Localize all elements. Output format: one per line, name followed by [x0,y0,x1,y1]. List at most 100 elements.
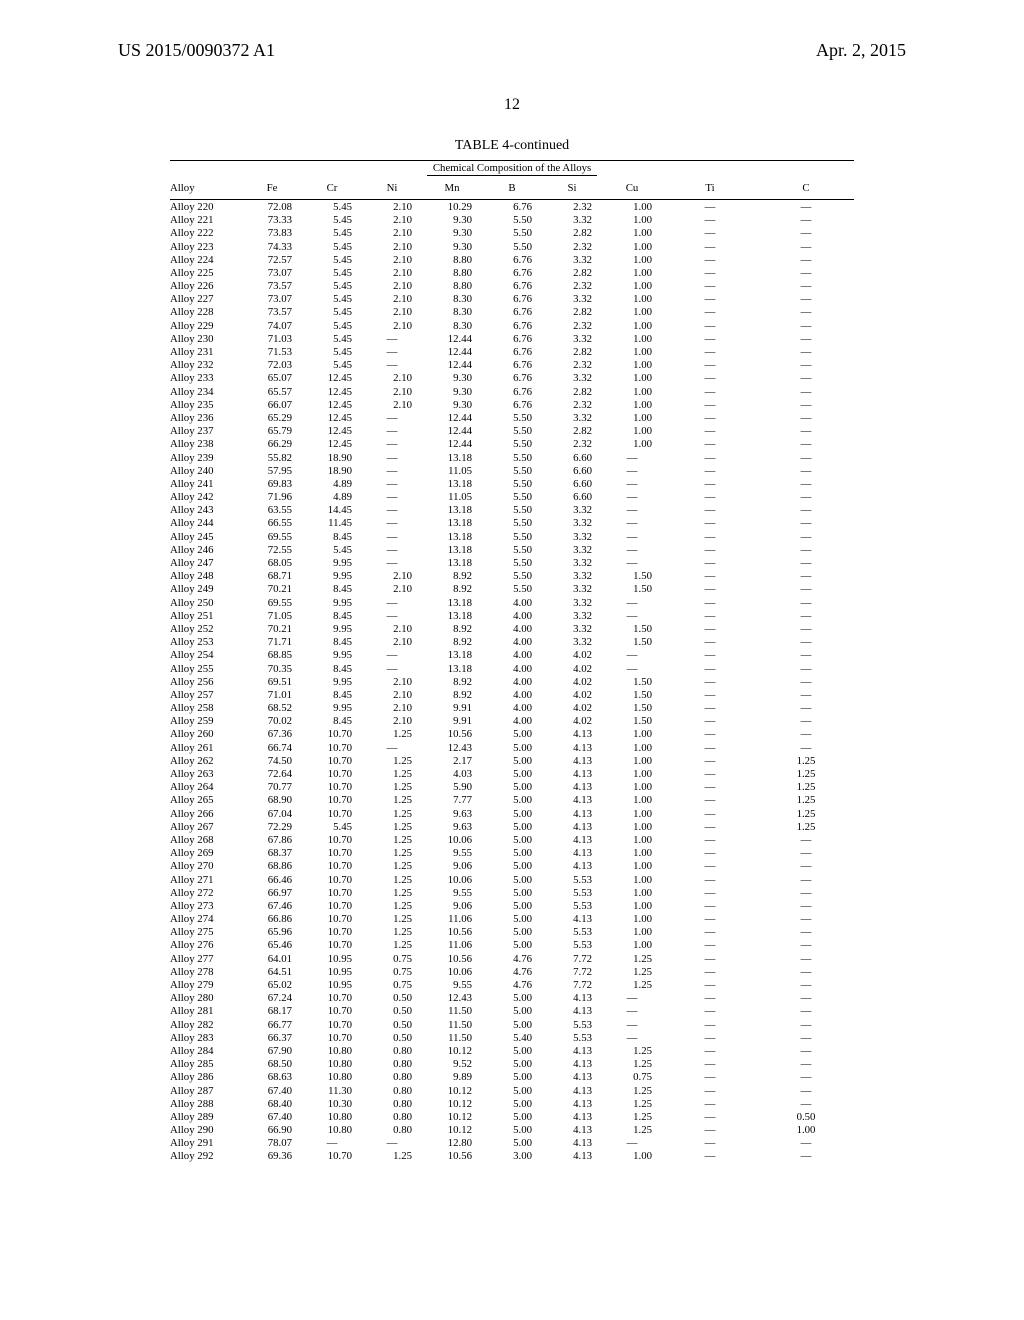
table-cell: 5.00 [482,886,542,899]
table-cell: — [758,280,854,293]
table-cell: 65.29 [242,411,302,424]
table-cell: 1.25 [602,1097,662,1110]
table-cell: 8.45 [302,609,362,622]
table-row: Alloy 28467.9010.800.8010.125.004.131.25… [170,1044,854,1057]
table-cell: — [602,649,662,662]
table-cell: 10.80 [302,1110,362,1123]
table-row: Alloy 28967.4010.800.8010.125.004.131.25… [170,1110,854,1123]
table-cell: 64.01 [242,952,302,965]
table-row: Alloy 23665.2912.45—12.445.503.321.00—— [170,411,854,424]
table-cell: 64.51 [242,965,302,978]
table-cell: 3.32 [542,411,602,424]
table-cell: 5.00 [482,1084,542,1097]
table-cell: Alloy 280 [170,992,242,1005]
table-cell: 5.00 [482,1124,542,1137]
table-cell: 65.02 [242,978,302,991]
table-cell: — [758,702,854,715]
table-cell: 2.10 [362,280,422,293]
table-cell: 1.00 [758,1124,854,1137]
table-cell: 5.50 [482,583,542,596]
table-cell: — [662,596,758,609]
table-cell: 6.76 [482,253,542,266]
table-cell: 66.86 [242,913,302,926]
table-cell: — [662,886,758,899]
table-cell: 5.00 [482,1110,542,1123]
table-cell: 10.80 [302,1058,362,1071]
table-row: Alloy 28067.2410.700.5012.435.004.13——— [170,992,854,1005]
table-cell: 71.96 [242,491,302,504]
table-cell: 68.50 [242,1058,302,1071]
table-cell: — [362,359,422,372]
table-cell: 5.50 [482,451,542,464]
table-cell: 10.70 [302,1150,362,1163]
table-cell: 6.76 [482,280,542,293]
table-cell: 2.32 [542,319,602,332]
table-cell: 10.70 [302,767,362,780]
table-cell: — [662,741,758,754]
table-cell: 10.06 [422,965,482,978]
table-cell: 4.00 [482,622,542,635]
table-cell: 0.80 [362,1084,422,1097]
table-cell: 3.32 [542,530,602,543]
table-cell: 5.00 [482,926,542,939]
table-cell: — [362,1137,422,1150]
table-cell: 66.77 [242,1018,302,1031]
table-cell: 68.85 [242,649,302,662]
table-cell: 10.56 [422,728,482,741]
table-cell: 2.82 [542,385,602,398]
table-cell: 8.80 [422,253,482,266]
table-cell: 5.00 [482,939,542,952]
table-cell: 13.18 [422,530,482,543]
table-cell: — [362,477,422,490]
table-cell: 10.70 [302,754,362,767]
table-cell: 2.82 [542,266,602,279]
table-cell: — [662,200,758,213]
table-cell: — [662,1137,758,1150]
table-cell: 6.76 [482,200,542,213]
table-cell: 10.70 [302,886,362,899]
table-row: Alloy 22773.075.452.108.306.763.321.00—— [170,293,854,306]
table-cell: 5.53 [542,1018,602,1031]
table-cell: — [758,1044,854,1057]
table-row: Alloy 24271.964.89—11.055.506.60——— [170,491,854,504]
table-cell: 2.10 [362,306,422,319]
table-cell: 11.50 [422,1018,482,1031]
table-cell: 10.12 [422,1110,482,1123]
table-cell: 0.50 [362,1031,422,1044]
table-cell: — [602,1018,662,1031]
table-cell: — [662,978,758,991]
table-cell: 5.45 [302,280,362,293]
table-cell: Alloy 250 [170,596,242,609]
table-cell: 13.18 [422,543,482,556]
table-row: Alloy 23566.0712.452.109.306.762.321.00—… [170,398,854,411]
table-cell: — [758,1137,854,1150]
table-row: Alloy 28266.7710.700.5011.505.005.53——— [170,1018,854,1031]
table-row: Alloy 24768.059.95—13.185.503.32——— [170,556,854,569]
table-cell: — [662,833,758,846]
table-cell: 4.00 [482,609,542,622]
table-cell: Alloy 233 [170,372,242,385]
table-cell: 5.50 [482,530,542,543]
table-cell: 1.00 [602,1150,662,1163]
table-cell: 5.00 [482,767,542,780]
table-cell: Alloy 287 [170,1084,242,1097]
table-cell: 5.45 [302,253,362,266]
table-cell: 71.03 [242,332,302,345]
table-cell: — [602,1137,662,1150]
table-row: Alloy 26274.5010.701.252.175.004.131.00—… [170,754,854,767]
table-cell: 2.32 [542,240,602,253]
table-cell: 1.50 [602,702,662,715]
table-cell: 72.55 [242,543,302,556]
table-cell: 4.13 [542,1150,602,1163]
table-cell: — [758,952,854,965]
table-cell: Alloy 239 [170,451,242,464]
table-cell: — [758,570,854,583]
table-cell: Alloy 265 [170,794,242,807]
table-cell: 71.71 [242,636,302,649]
table-cell: 10.12 [422,1044,482,1057]
table-cell: 69.36 [242,1150,302,1163]
table-cell: 0.80 [362,1110,422,1123]
table-cell: — [662,1084,758,1097]
table-cell: — [602,517,662,530]
table-cell: 12.80 [422,1137,482,1150]
